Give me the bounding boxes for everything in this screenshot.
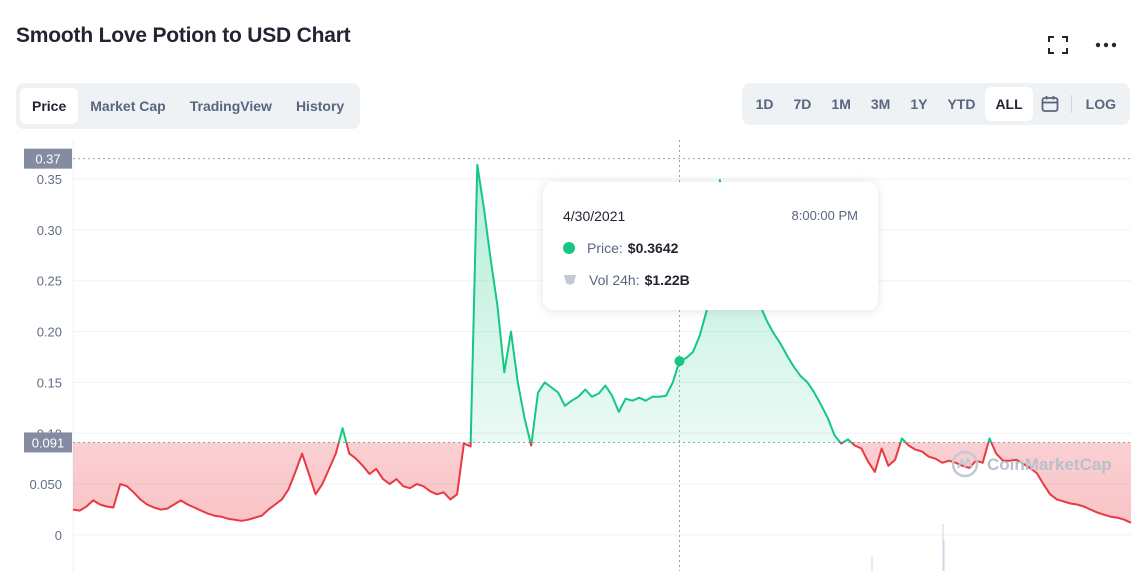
calendar-icon (1041, 96, 1059, 112)
tab-tradingview[interactable]: TradingView (189, 98, 272, 114)
tooltip-volume-label: Vol 24h: (589, 272, 640, 288)
tab-market-cap[interactable]: Market Cap (90, 98, 166, 114)
tooltip-time: 8:00:00 PM (791, 208, 859, 223)
y-tick-label: 0.20 (37, 325, 62, 340)
price-line (72, 163, 1132, 524)
chart-actions (1047, 36, 1117, 54)
tooltip-price-value: $0.3642 (627, 240, 679, 256)
volume-bars (871, 524, 945, 571)
y-tick-label: 0.30 (37, 223, 62, 238)
y-tick-label: 0.15 (37, 375, 62, 390)
high-badge-bg (24, 148, 72, 169)
y-tick-label: 0.25 (37, 274, 62, 289)
tooltip-price-label: Price: (587, 240, 623, 256)
y-tick-label: 0 (55, 528, 62, 543)
page-title: Smooth Love Potion to USD Chart (16, 24, 351, 47)
tooltip-date: 4/30/2021 (563, 208, 626, 224)
range-1d[interactable]: 1D (755, 96, 774, 112)
chart-tabs: Price Market Cap TradingView History (16, 83, 361, 129)
baseline-badge: 0.091 (32, 435, 65, 450)
baseline-badge-bg (24, 432, 72, 453)
y-tick-label: 0.050 (29, 477, 62, 492)
price-tooltip: 4/30/2021 8:00:00 PM Price: $0.3642 Vol … (543, 182, 878, 310)
coinmarketcap-logo-icon (951, 450, 979, 478)
y-tick-label: 0.35 (37, 172, 62, 187)
tab-price[interactable]: Price (20, 88, 79, 124)
volume-icon (563, 274, 577, 286)
hover-point (674, 356, 685, 367)
y-badges: 0.37 0.091 (24, 148, 72, 453)
fullscreen-icon[interactable] (1047, 36, 1069, 54)
more-icon[interactable] (1095, 36, 1117, 54)
green-dot-icon (563, 242, 575, 254)
range-3m[interactable]: 3M (870, 96, 891, 112)
tab-history[interactable]: History (295, 98, 345, 114)
watermark: CoinMarketCap (951, 450, 1112, 478)
price-line-up (337, 163, 993, 443)
range-all[interactable]: ALL (985, 87, 1033, 121)
area-fill-down (73, 442, 1131, 523)
tooltip-volume-value: $1.22B (644, 272, 690, 288)
watermark-text: CoinMarketCap (987, 455, 1112, 474)
range-1y[interactable]: 1Y (910, 96, 928, 112)
range-divider (1070, 95, 1072, 113)
high-badge: 0.37 (35, 152, 60, 167)
calendar-button[interactable] (1033, 87, 1067, 121)
chart-area-fills (73, 164, 1131, 523)
log-toggle[interactable]: LOG (1085, 96, 1116, 112)
range-1m[interactable]: 1M (831, 96, 851, 112)
range-7d[interactable]: 7D (793, 96, 812, 112)
time-range-selector: 1D 7D 1M 3M 1Y YTD ALL LOG (741, 83, 1130, 125)
price-line-down (72, 442, 1132, 524)
range-ytd[interactable]: YTD (947, 96, 976, 112)
